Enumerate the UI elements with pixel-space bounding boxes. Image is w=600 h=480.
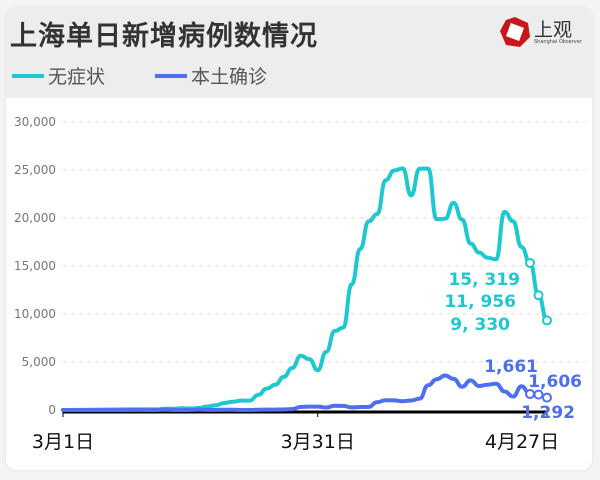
logo-text: 上观 <box>534 19 573 41</box>
legend-item-asymptomatic: 无症状 <box>12 62 105 89</box>
y-tick-label: 20,000 <box>14 211 56 225</box>
logo-icon <box>500 17 530 47</box>
data-point <box>542 315 552 326</box>
data-label: 1,606 <box>528 372 582 392</box>
series-line-confirmed <box>61 373 549 412</box>
data-point <box>533 389 544 400</box>
shanghai-observer-logo: 上观 Shanghai Observer <box>498 15 588 50</box>
x-tick-label: 3月31日 <box>281 431 355 453</box>
legend-swatch <box>12 73 44 78</box>
logo-subtext: Shanghai Observer <box>534 39 582 45</box>
data-label: 1,292 <box>521 403 575 423</box>
x-tick-label: 4月27日 <box>485 431 559 453</box>
chart-header <box>6 8 592 98</box>
legend-swatch <box>155 73 187 78</box>
y-tick-label: 15,000 <box>14 259 56 273</box>
legend-label: 无症状 <box>48 66 106 88</box>
chart-title: 上海单日新增病例数情况 <box>10 21 318 52</box>
legend-label: 本土确诊 <box>191 66 268 88</box>
legend-item-confirmed: 本土确诊 <box>155 62 267 89</box>
y-tick-label: 10,000 <box>14 307 56 321</box>
data-label: 1,661 <box>484 357 538 377</box>
data-point <box>525 257 536 268</box>
data-label: 9, 330 <box>450 315 510 335</box>
data-label: 11, 956 <box>444 292 516 312</box>
data-point <box>542 392 552 403</box>
x-tick-label: 3月1日 <box>32 431 94 453</box>
y-tick-label: 5,000 <box>22 355 56 369</box>
y-tick-label: 25,000 <box>14 163 56 177</box>
y-tick-label: 30,000 <box>14 115 56 129</box>
data-point <box>533 290 544 301</box>
y-tick-label: 0 <box>48 403 56 417</box>
data-label: 15, 319 <box>448 270 520 290</box>
